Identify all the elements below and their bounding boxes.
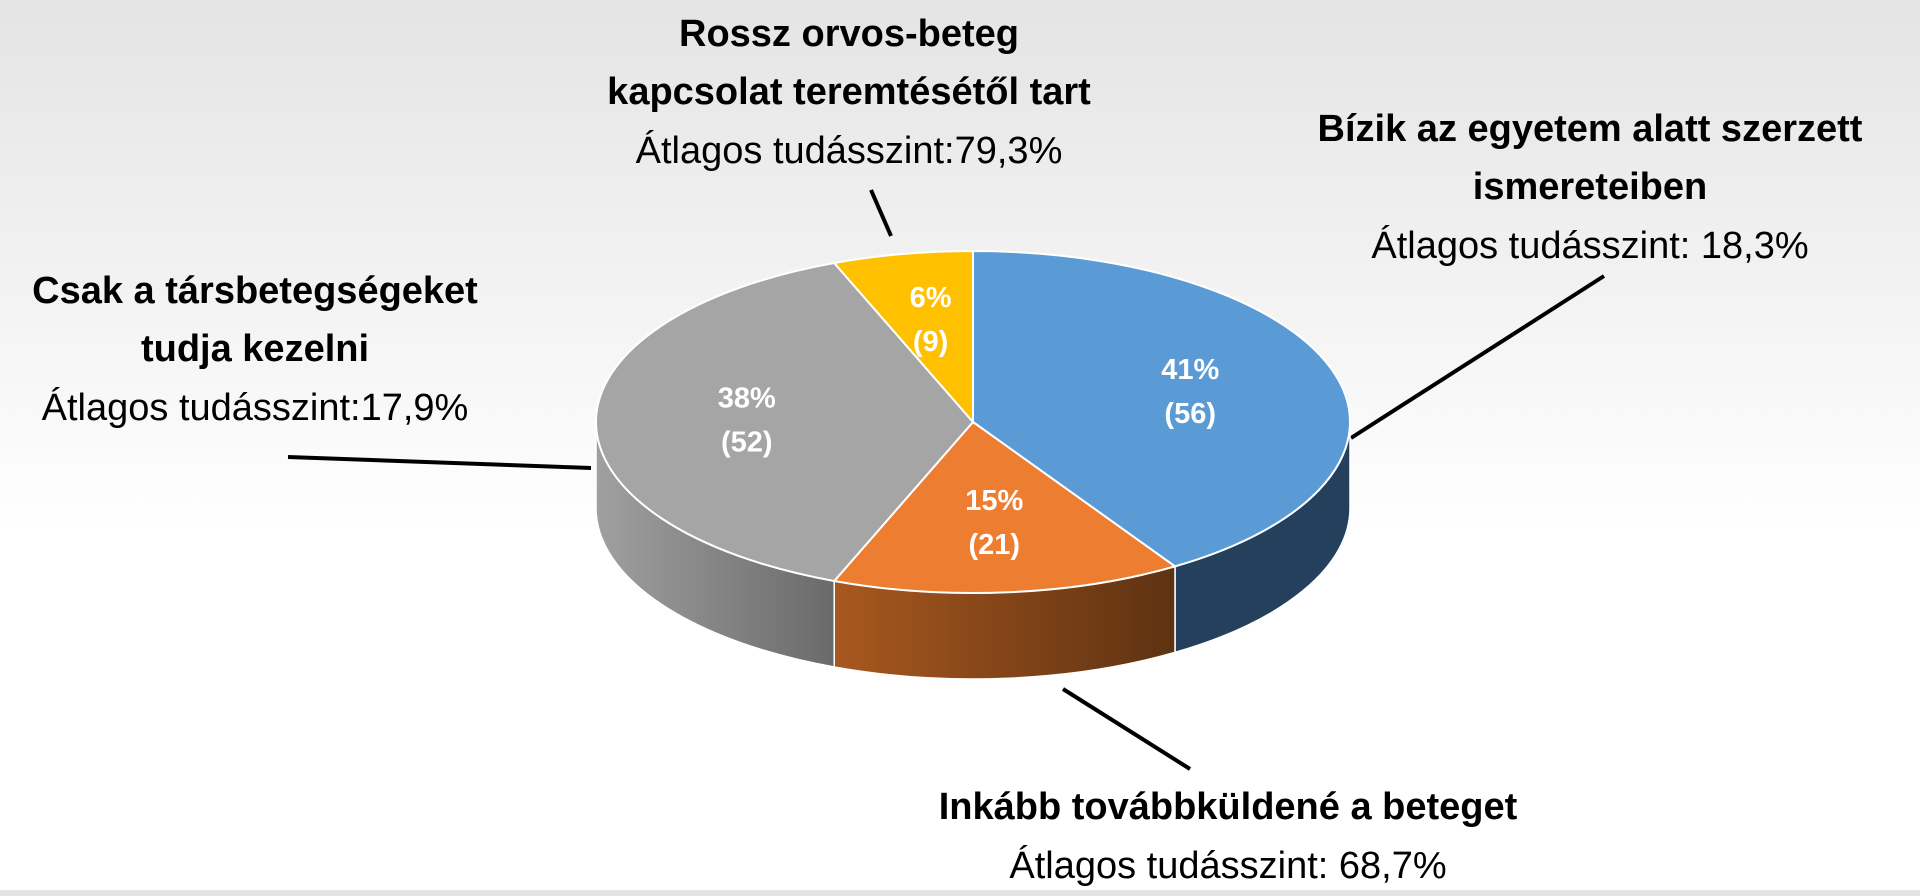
data-label: (56) bbox=[1164, 398, 1216, 430]
category-title: Inkább továbbküldené a beteget bbox=[938, 786, 1518, 828]
category-title: kapcsolat teremtésétől tart bbox=[607, 71, 1091, 113]
category-title: tudja kezelni bbox=[140, 328, 370, 370]
category-label: Inkább továbbküldené a beteget Átlagos tu… bbox=[939, 778, 1518, 896]
data-label: (9) bbox=[913, 326, 948, 358]
leader-line bbox=[869, 189, 893, 237]
category-note: Átlagos tudásszint:17,9% bbox=[41, 387, 469, 429]
data-label: 38% bbox=[718, 383, 776, 415]
category-title: Bízik az egyetem alatt szerzett bbox=[1317, 108, 1863, 150]
category-label: Rossz orvos-beteg kapcsolat teremtésétől … bbox=[607, 5, 1091, 181]
slice bbox=[832, 420, 1178, 594]
data-label: 15% bbox=[965, 485, 1023, 517]
data-label: 41% bbox=[1161, 354, 1219, 386]
category-label: Csak a társbetegségeket tudja kezelni Átla… bbox=[32, 262, 478, 438]
leader-line bbox=[287, 455, 592, 470]
data-label: 6% bbox=[910, 282, 952, 314]
category-title: Csak a társbetegségeket bbox=[32, 270, 478, 312]
data-label: (52) bbox=[721, 427, 773, 459]
category-title: Rossz orvos-beteg bbox=[679, 13, 1019, 55]
slice bbox=[594, 261, 975, 583]
category-note: Átlagos tudásszint: 18,3% bbox=[1371, 225, 1809, 267]
category-note: Átlagos tudásszint:79,3% bbox=[635, 130, 1063, 172]
leader-line bbox=[1061, 687, 1192, 771]
slice bbox=[972, 249, 1351, 568]
category-label: Bízik az egyetem alatt szerzett ismeretei… bbox=[1318, 100, 1863, 276]
leader-line bbox=[1349, 274, 1606, 440]
category-title: ismereteiben bbox=[1472, 166, 1708, 208]
data-label: (21) bbox=[968, 529, 1020, 561]
category-note: Átlagos tudásszint: 68,7% bbox=[1009, 845, 1447, 887]
slice bbox=[832, 249, 974, 425]
